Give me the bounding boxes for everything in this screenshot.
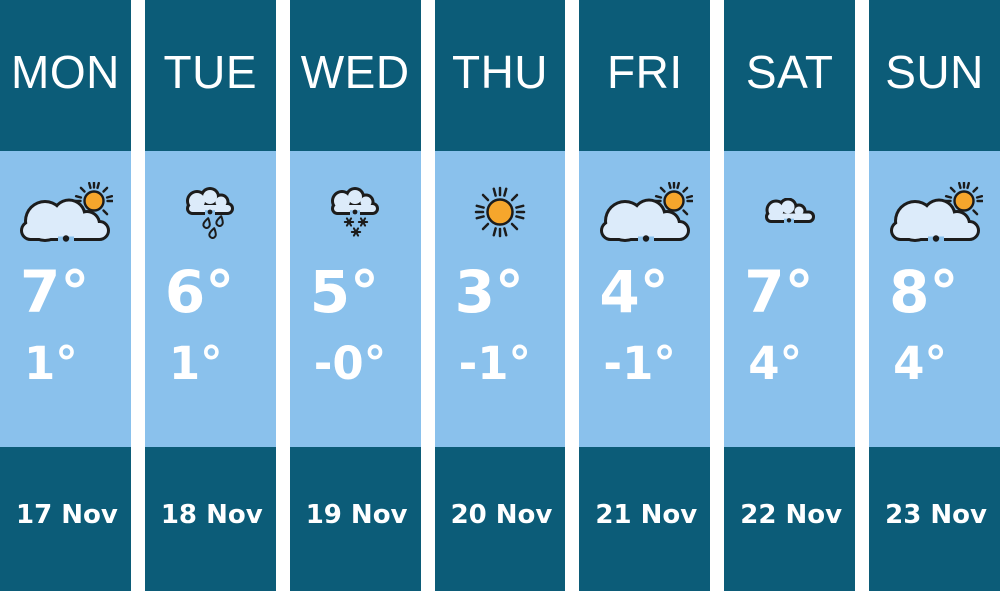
day-footer: 20 Nov xyxy=(434,447,566,591)
icon-slot xyxy=(869,181,1000,243)
day-label: WED xyxy=(300,46,410,98)
day-label: SUN xyxy=(885,46,984,98)
forecast-day-column[interactable]: SUN 8° 4° 23 Nov xyxy=(869,0,1000,591)
day-header: FRI xyxy=(579,0,711,151)
day-body: 6° 1° xyxy=(144,151,276,447)
date-label: 22 Nov xyxy=(740,500,843,530)
date-label: 21 Nov xyxy=(595,500,698,530)
high-temperature: 7° xyxy=(744,258,814,326)
day-footer: 17 Nov xyxy=(0,447,131,591)
forecast-day-column[interactable]: WED 5° -0° 19 N xyxy=(289,0,421,591)
cloud-icon xyxy=(764,198,815,224)
day-body: 5° -0° xyxy=(289,151,421,447)
icon-slot xyxy=(290,181,421,243)
day-header: SUN xyxy=(869,0,1000,151)
high-temperature: 3° xyxy=(454,258,524,326)
forecast-day-column[interactable]: THU 3° -1° 20 Nov xyxy=(434,0,566,591)
low-temperature: -0° xyxy=(313,337,387,390)
low-temperature: -1° xyxy=(603,337,676,390)
sun-cloud-icon xyxy=(889,182,983,242)
rain-cloud-icon xyxy=(186,187,235,239)
icon-slot xyxy=(145,181,276,243)
sun-cloud-icon xyxy=(20,182,114,242)
sun-icon xyxy=(474,186,526,238)
high-temperature: 7° xyxy=(20,258,90,326)
day-footer: 23 Nov xyxy=(869,447,1000,591)
icon-slot xyxy=(724,181,855,243)
day-body: 8° 4° xyxy=(869,151,1000,447)
icon-slot xyxy=(0,181,131,243)
day-header: TUE xyxy=(144,0,276,151)
day-footer: 18 Nov xyxy=(144,447,276,591)
date-label: 18 Nov xyxy=(160,500,263,530)
day-header: THU xyxy=(434,0,566,151)
day-label: THU xyxy=(451,46,549,98)
low-temperature: 1° xyxy=(24,337,78,390)
day-footer: 22 Nov xyxy=(724,447,856,591)
date-label: 19 Nov xyxy=(305,500,408,530)
forecast-day-column[interactable]: MON 7° 1° 17 Nov xyxy=(0,0,131,591)
date-label: 20 Nov xyxy=(450,500,553,530)
day-body: 4° -1° xyxy=(579,151,711,447)
day-body: 3° -1° xyxy=(434,151,566,447)
day-header: MON xyxy=(0,0,131,151)
day-label: TUE xyxy=(163,46,258,98)
forecast-day-column[interactable]: FRI 4° -1° 21 Nov xyxy=(579,0,711,591)
date-label: 23 Nov xyxy=(885,500,987,530)
high-temperature: 4° xyxy=(599,258,669,326)
high-temperature: 5° xyxy=(309,258,380,326)
forecast-day-column[interactable]: TUE 6° 1° 18 Nov xyxy=(144,0,276,591)
sun-cloud-icon xyxy=(599,182,693,242)
forecast-day-column[interactable]: SAT 7° 4° 22 Nov xyxy=(724,0,856,591)
day-header: SAT xyxy=(724,0,856,151)
day-label: FRI xyxy=(607,46,683,98)
high-temperature: 8° xyxy=(889,258,959,326)
day-footer: 19 Nov xyxy=(289,447,421,591)
day-label: MON xyxy=(11,46,120,98)
day-label: SAT xyxy=(745,46,834,98)
low-temperature: -1° xyxy=(458,337,532,390)
day-body: 7° 4° xyxy=(724,151,856,447)
day-footer: 21 Nov xyxy=(579,447,711,591)
low-temperature: 4° xyxy=(893,337,947,390)
low-temperature: 4° xyxy=(748,337,803,390)
snow-cloud-icon xyxy=(331,187,380,237)
icon-slot xyxy=(435,181,566,243)
high-temperature: 6° xyxy=(164,258,235,326)
day-body: 7° 1° xyxy=(0,151,131,447)
icon-slot xyxy=(579,181,710,243)
day-header: WED xyxy=(289,0,421,151)
low-temperature: 1° xyxy=(168,337,223,390)
date-label: 17 Nov xyxy=(16,500,118,530)
